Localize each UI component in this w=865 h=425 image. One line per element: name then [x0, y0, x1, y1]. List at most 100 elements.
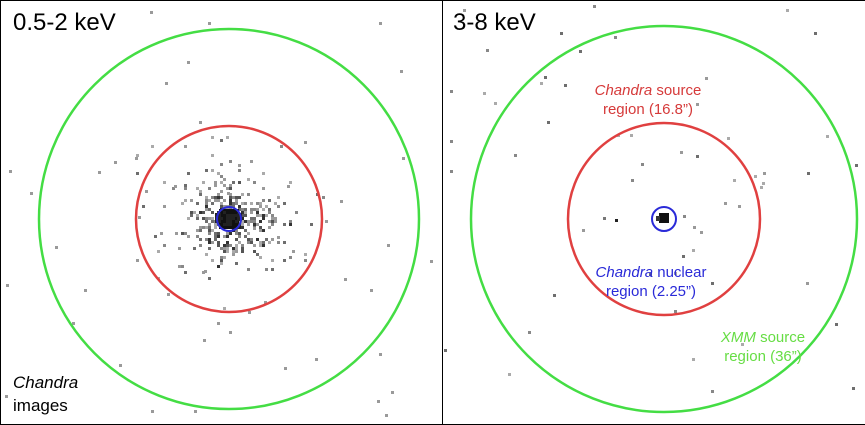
- photon-pixel: [235, 229, 238, 232]
- photon-pixel: [196, 217, 199, 220]
- photon-pixel: [244, 208, 247, 211]
- photon-pixel: [84, 289, 87, 292]
- photon-pixel: [250, 220, 253, 223]
- photon-pixel: [235, 202, 238, 205]
- photon-pixel: [292, 250, 295, 253]
- photon-pixel: [226, 220, 229, 223]
- photon-pixel: [232, 196, 235, 199]
- photon-pixel: [178, 265, 181, 268]
- photon-pixel: [9, 170, 12, 173]
- photon-pixel: [244, 211, 247, 214]
- photon-pixel: [229, 199, 232, 202]
- photon-pixel: [387, 244, 390, 247]
- photon-pixel: [826, 135, 829, 138]
- hard-band-image: [444, 5, 859, 414]
- photon-pixel: [160, 232, 163, 235]
- photon-pixel: [241, 217, 244, 220]
- chandra-nuclear-region-circle: [216, 206, 242, 232]
- photon-pixel: [214, 181, 217, 184]
- photon-pixel: [151, 145, 154, 148]
- photon-pixel: [229, 184, 232, 187]
- photon-pixel: [214, 223, 217, 226]
- photon-pixel: [220, 259, 223, 262]
- photon-pixel: [211, 169, 214, 172]
- photon-pixel: [220, 205, 223, 208]
- photon-pixel: [235, 250, 238, 253]
- hard-band-title: 3-8 keV: [453, 9, 536, 36]
- photon-pixel: [202, 271, 205, 274]
- photon-pixel: [540, 82, 543, 85]
- photon-pixel: [696, 155, 699, 158]
- photon-pixel: [277, 236, 280, 239]
- photon-pixel: [226, 244, 229, 247]
- photon-pixel: [315, 358, 318, 361]
- photon-pixel: [289, 223, 292, 226]
- photon-pixel: [205, 202, 208, 205]
- photon-pixel: [547, 121, 550, 124]
- photon-pixel: [232, 214, 235, 217]
- photon-pixel: [247, 241, 250, 244]
- photon-pixel: [208, 238, 211, 241]
- photon-pixel: [184, 145, 187, 148]
- photon-pixel: [250, 160, 253, 163]
- photon-pixel: [614, 36, 617, 39]
- photon-pixel: [220, 217, 223, 220]
- photon-pixel: [190, 199, 193, 202]
- photon-pixel: [214, 196, 217, 199]
- photon-pixel: [256, 253, 259, 256]
- photon-pixel: [271, 259, 274, 262]
- photon-pixel: [223, 244, 226, 247]
- photon-pixel: [235, 262, 238, 265]
- photon-pixel: [211, 154, 214, 157]
- chandra-caption: Chandra: [13, 373, 79, 392]
- photon-pixel: [259, 202, 262, 205]
- xmm-label-line2: region (36”): [724, 348, 802, 365]
- photon-pixel: [229, 220, 232, 223]
- photon-pixel: [184, 187, 187, 190]
- photon-pixel: [205, 169, 208, 172]
- photon-pixel: [241, 247, 244, 250]
- photon-pixel: [760, 186, 763, 189]
- photon-pixel: [247, 268, 250, 271]
- photon-pixel: [196, 214, 199, 217]
- photon-pixel: [98, 171, 101, 174]
- photon-pixel: [208, 232, 211, 235]
- photon-pixel: [235, 214, 238, 217]
- photon-pixel: [244, 235, 247, 238]
- photon-pixel: [202, 217, 205, 220]
- photon-pixel: [217, 232, 220, 235]
- photon-pixel: [220, 202, 223, 205]
- photon-pixel: [203, 339, 206, 342]
- photon-pixel: [241, 250, 244, 253]
- photon-pixel: [340, 200, 343, 203]
- xmm-label-word: source: [760, 329, 806, 346]
- photon-pixel: [700, 231, 703, 234]
- photon-pixel: [379, 22, 382, 25]
- chandra-nuclear-label-line2: region (2.25”): [605, 283, 697, 300]
- photon-pixel: [114, 161, 117, 164]
- photon-pixel: [214, 238, 217, 241]
- photon-pixel: [238, 235, 241, 238]
- photon-pixel: [264, 301, 267, 304]
- photon-pixel: [274, 202, 277, 205]
- photon-pixel: [268, 220, 271, 223]
- photon-pixel: [157, 250, 160, 253]
- photon-pixel: [852, 387, 855, 390]
- photon-pixel: [220, 256, 223, 259]
- photon-pixel: [238, 241, 241, 244]
- photon-pixel: [214, 226, 217, 229]
- photon-pixel: [553, 294, 556, 297]
- photon-pixel: [683, 215, 686, 218]
- photon-pixel: [463, 9, 466, 12]
- photon-pixel: [223, 250, 226, 253]
- photon-pixel: [202, 211, 205, 214]
- photon-pixel: [692, 358, 695, 361]
- photon-pixel: [385, 414, 388, 417]
- photon-pixel: [241, 214, 244, 217]
- photon-pixel: [229, 232, 232, 235]
- photon-pixel: [786, 9, 789, 12]
- photon-pixel: [226, 250, 229, 253]
- photon-pixel: [217, 196, 220, 199]
- photon-pixel: [253, 223, 256, 226]
- photon-pixel: [593, 5, 596, 8]
